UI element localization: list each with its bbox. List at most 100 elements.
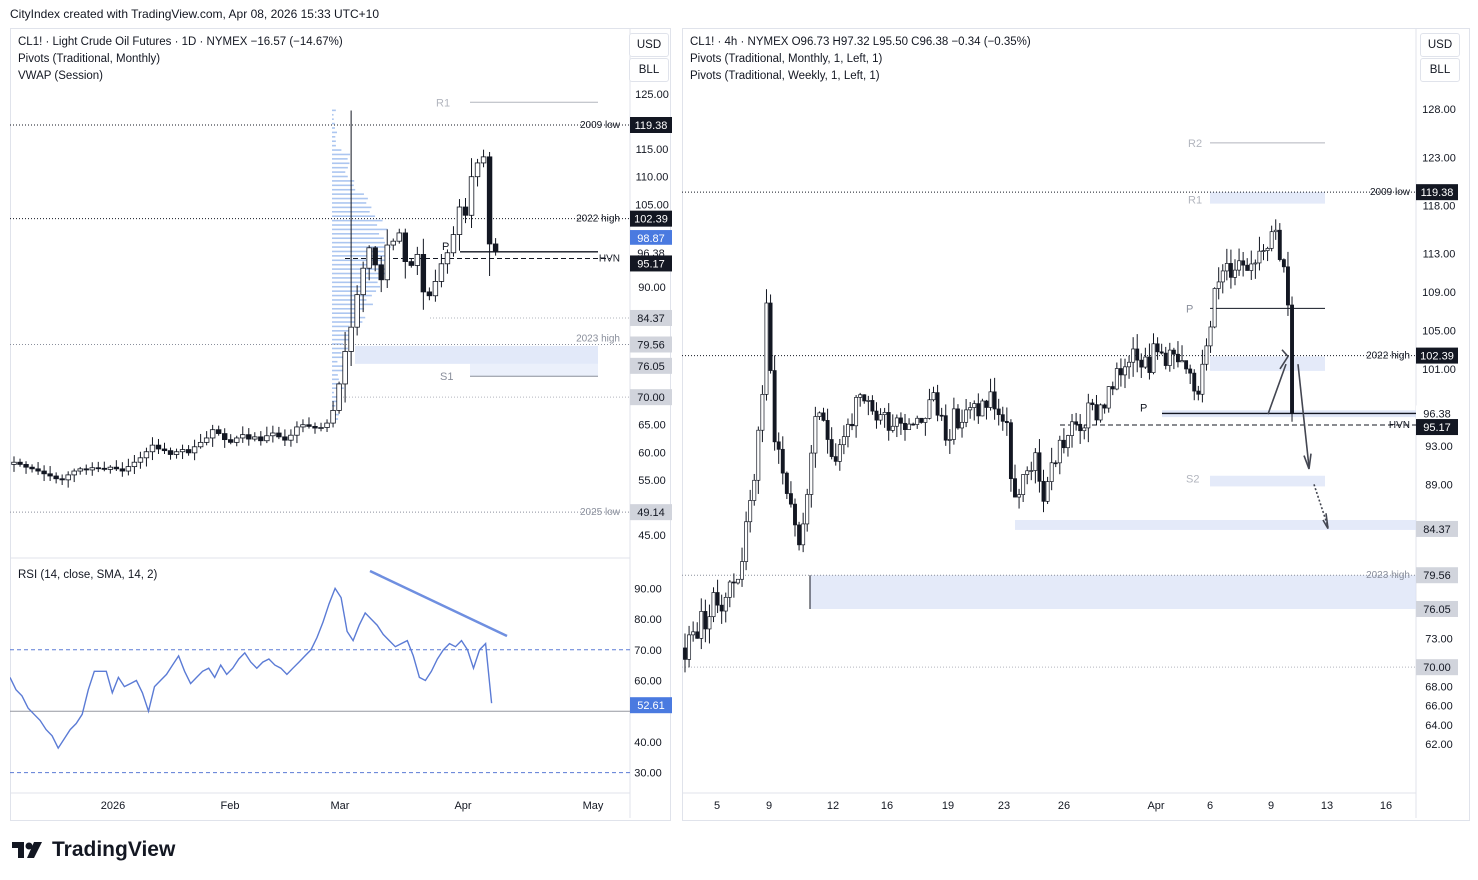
left-chart[interactable]: R1 S1 P 2009 low 2022 high HVN 2023 high 2025 l… [10, 28, 678, 828]
right-candle-down [1090, 402, 1095, 405]
right-candle-up [707, 616, 712, 630]
tradingview-logo[interactable]: TradingView [12, 838, 175, 862]
right-candle-down [772, 370, 777, 443]
left-badge-84-bg [630, 309, 672, 326]
r-label-2009-low: 2009 low [1370, 187, 1411, 198]
left-candle-down [228, 439, 234, 443]
zone-r1 [1210, 191, 1325, 204]
right-candle-down [1053, 462, 1058, 465]
right-unit-button[interactable]: BLL [1420, 58, 1460, 82]
volume-profile-bar [332, 171, 346, 173]
volume-profile-bar [332, 109, 336, 112]
right-candle-up [1070, 421, 1074, 436]
r-pivot-s2-label: S2 [1186, 474, 1199, 486]
right-badge-79-bg [1416, 567, 1458, 584]
projection-arrow-down [1297, 364, 1310, 468]
left-price-tick: 65.00 [638, 420, 666, 432]
right-candle-down [956, 408, 960, 429]
right-price-tick: 64.00 [1425, 720, 1453, 732]
right-candle-down [1118, 368, 1123, 376]
right-candle-down [780, 448, 785, 474]
left-candle-up [77, 468, 83, 472]
right-legend-line-3: Pivots (Traditional, Weekly, 1, Left, 1) [690, 70, 880, 82]
left-legend-line-2: Pivots (Traditional, Monthly) [18, 53, 161, 65]
left-unit-button[interactable]: BLL [629, 58, 669, 82]
left-legend-line-3: VWAP (Session) [18, 70, 103, 82]
label-2022-high: 2022 high [576, 214, 620, 225]
right-candle-down [1171, 349, 1176, 355]
right-candle-up [947, 439, 952, 441]
left-candle-up [270, 432, 276, 437]
right-candle-up [699, 611, 704, 639]
left-badge-79-bg [630, 336, 672, 353]
right-legend: CL1! · 4h · NYMEX O96.73 H97.32 L95.50 C… [690, 34, 1031, 85]
right-candle-up [854, 397, 859, 427]
right-price-tick: 62.00 [1425, 739, 1453, 751]
left-candle-down [246, 434, 252, 440]
left-candle-up [366, 247, 372, 269]
right-candle-down [1061, 439, 1066, 449]
left-price-tick: 115.00 [636, 144, 669, 156]
right-candle-up [748, 500, 753, 523]
left-price-tick: 105.00 [635, 199, 669, 211]
right-candle-up [1131, 348, 1136, 363]
volume-profile-bar [332, 396, 339, 398]
volume-profile-bar [332, 374, 338, 376]
right-currency-button[interactable]: USD [1420, 33, 1460, 57]
right-candle-down [874, 410, 879, 421]
label-2023-high: 2023 high [576, 333, 620, 344]
right-candle-up [1167, 349, 1172, 366]
right-candle-down [833, 456, 838, 462]
right-candle-down [943, 415, 948, 441]
left-candle-down [29, 466, 35, 470]
volume-profile-bar [332, 166, 348, 169]
right-candle-up [1261, 250, 1266, 252]
right-badge-102: 102.39 [1420, 351, 1454, 363]
right-candle-down [715, 592, 720, 606]
volume-profile-bar [332, 259, 389, 262]
left-candle-down [167, 450, 174, 455]
volume-profile-bar [332, 250, 384, 253]
right-candle-up [1106, 386, 1111, 409]
volume-profile-bar [332, 215, 376, 217]
right-candle-up [1180, 360, 1184, 363]
right-candle-up [740, 561, 744, 580]
right-candle-up [1033, 452, 1038, 471]
left-chart-panel[interactable] [10, 28, 671, 821]
right-candle-down [719, 604, 724, 612]
volume-profile-bar [332, 122, 335, 125]
right-time-label: 16 [881, 800, 893, 812]
right-candle-down [1004, 420, 1009, 424]
left-candle-down [185, 449, 192, 454]
right-badge-95: 95.17 [1423, 422, 1451, 434]
volume-profile-bar [332, 118, 334, 120]
right-candle-down [695, 631, 700, 639]
left-badge-79: 79.56 [637, 339, 665, 351]
right-candle-down [825, 420, 830, 440]
right-candle-up [809, 452, 814, 495]
right-candle-up [760, 394, 765, 431]
right-candle-up [764, 302, 769, 395]
rsi-divergence-trendline [369, 569, 508, 638]
volume-profile-bar [332, 321, 363, 323]
right-candle-down [797, 524, 802, 546]
left-candle-up [288, 434, 294, 441]
left-currency-button[interactable]: USD [629, 33, 669, 57]
zone-s2 [1210, 475, 1325, 487]
right-candle-down [784, 472, 789, 494]
right-candle-down [984, 400, 989, 408]
left-time-label: Mar [331, 800, 350, 812]
right-candle-down [1094, 404, 1099, 421]
left-candle-down [53, 475, 59, 480]
right-candle-down [1135, 348, 1140, 361]
right-badge-84: 84.37 [1423, 524, 1451, 536]
right-candle-down [1188, 368, 1193, 374]
right-time-label: Apr [1147, 800, 1164, 812]
rsi-badge: 52.61 [637, 700, 665, 712]
r-label-2023-high: 2023 high [1366, 570, 1410, 581]
volume-profile-bar [332, 246, 391, 248]
right-candle-down [1110, 386, 1115, 390]
left-badge-98-bg [630, 230, 672, 247]
right-candle-up [1204, 345, 1209, 365]
